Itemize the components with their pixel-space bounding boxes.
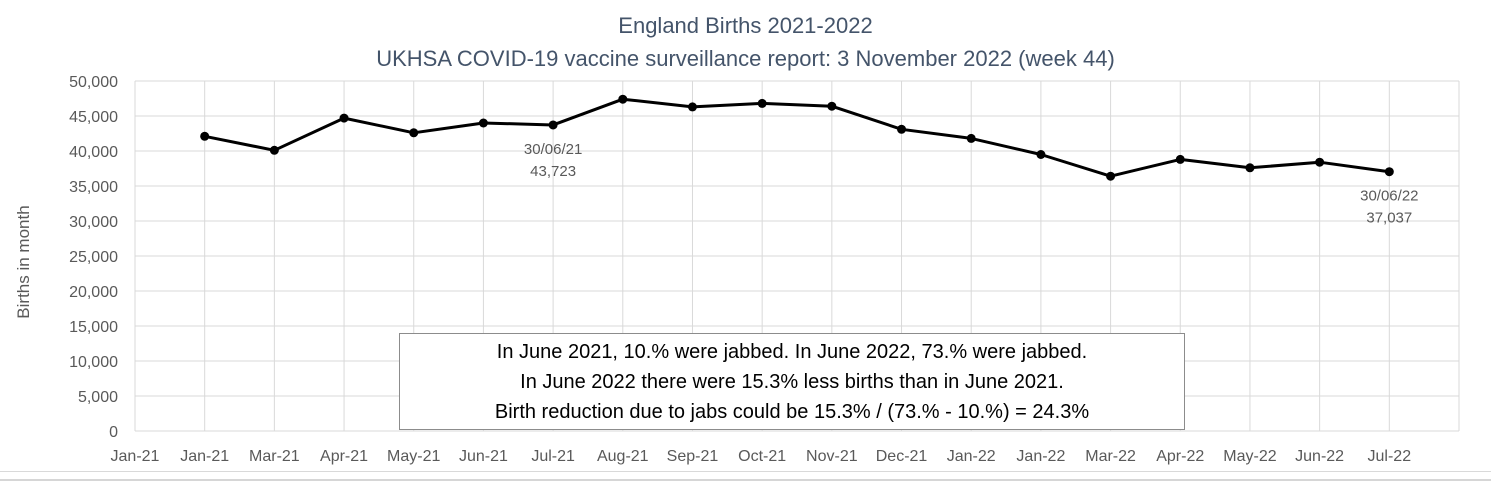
data-point	[897, 124, 907, 134]
data-point	[200, 131, 210, 141]
x-tick-label: Apr-21	[320, 448, 368, 465]
data-point-annotation: 30/06/21 43,723	[524, 141, 582, 180]
x-tick-label: Jan-22	[1016, 448, 1065, 465]
y-tick-label: 25,000	[69, 249, 118, 266]
data-point	[269, 145, 279, 155]
data-point	[1036, 150, 1046, 159]
y-tick-label: 45,000	[69, 109, 118, 126]
x-tick-label: May-21	[387, 448, 440, 465]
y-tick-label: 30,000	[69, 214, 118, 231]
y-tick-label: 50,000	[69, 74, 118, 91]
x-tick-label: Jul-22	[1368, 448, 1412, 465]
y-tick-label: 35,000	[69, 179, 118, 196]
x-tick-label: Jul-21	[531, 448, 575, 465]
y-tick-label: 0	[109, 424, 118, 441]
data-point	[339, 113, 349, 123]
x-tick-label: Oct-21	[738, 448, 786, 465]
data-point	[1106, 171, 1116, 181]
data-point	[409, 128, 419, 138]
data-point	[618, 94, 628, 104]
x-tick-label: Mar-21	[249, 448, 300, 465]
data-point	[548, 120, 558, 130]
x-tick-label: Jan-22	[947, 448, 996, 465]
chart-area-bottom-border	[0, 471, 1491, 472]
x-tick-label: Jan-21	[111, 448, 160, 465]
data-point	[1384, 167, 1394, 177]
x-tick-label: May-22	[1223, 448, 1276, 465]
series-line	[204, 97, 1390, 178]
x-tick-label: Aug-21	[597, 448, 649, 465]
y-tick-label: 10,000	[69, 354, 118, 371]
y-tick-label: 40,000	[69, 144, 118, 161]
data-point-annotation: 30/06/22 37,037	[1360, 188, 1418, 227]
textbox-line-3: Birth reduction due to jabs could be 15.…	[494, 401, 1090, 423]
data-point	[478, 118, 488, 128]
chart-subtitle: UKHSA COVID-19 vaccine surveillance repo…	[376, 46, 1115, 71]
data-point	[966, 133, 976, 143]
x-tick-label: Nov-21	[806, 448, 858, 465]
chart-title: England Births 2021-2022	[618, 13, 873, 38]
x-tick-label: Jun-22	[1295, 448, 1344, 465]
x-tick-label: Sep-21	[667, 448, 719, 465]
screenshot-bottom-edge	[0, 479, 1491, 481]
data-point	[687, 102, 697, 112]
x-tick-label: Jun-21	[459, 448, 508, 465]
y-tick-label: 20,000	[69, 284, 118, 301]
data-point	[1245, 163, 1255, 173]
x-tick-label: Dec-21	[876, 448, 928, 465]
y-tick-label: 15,000	[69, 319, 118, 336]
data-point	[1175, 154, 1185, 164]
textbox-line-2: In June 2022 there were 15.3% less birth…	[520, 371, 1064, 393]
x-tick-label: Mar-22	[1085, 448, 1136, 465]
data-point	[827, 101, 837, 111]
y-tick-label: 5,000	[78, 389, 118, 406]
x-tick-label: Jan-21	[180, 448, 229, 465]
data-point	[1315, 157, 1325, 167]
data-point	[757, 98, 767, 108]
textbox-line-1: In June 2021, 10.% were jabbed. In June …	[496, 341, 1088, 363]
x-tick-label: Apr-22	[1156, 448, 1204, 465]
annotation-textbox: In June 2021, 10.% were jabbed. In June …	[399, 333, 1185, 430]
